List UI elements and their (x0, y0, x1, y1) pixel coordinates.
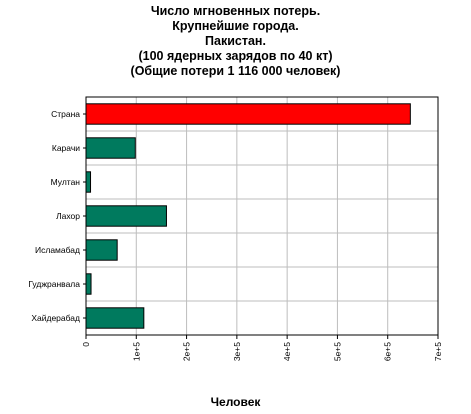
chart-title-line: Пакистан. (205, 34, 266, 48)
x-tick-label: 3e+5 (232, 342, 242, 361)
bar (85, 205, 167, 227)
x-tick-labels: 0 1e+5 2e+5 3e+5 4e+5 5e+5 6e+5 7e+5 (81, 335, 443, 361)
y-tick-label: Хайдерабад (31, 313, 80, 323)
x-axis-label: Человек (210, 395, 261, 409)
y-tick-label: Мултан (51, 177, 81, 187)
y-tick-labels: Страна Карачи Мултан Лахор Исламабад Гуджранв… (28, 109, 86, 323)
bar (85, 137, 136, 159)
y-tick-label: Страна (51, 109, 80, 119)
chart-title-line: Крупнейшие города. (172, 19, 299, 33)
y-tick-label: Карачи (52, 143, 80, 153)
x-tick-label: 5e+5 (332, 342, 342, 361)
chart-title-line: (100 ядерных зарядов по 40 кт) (138, 49, 333, 63)
bar (85, 307, 145, 329)
bars (85, 103, 411, 329)
bar (85, 103, 411, 125)
x-tick-label: 2e+5 (182, 342, 192, 361)
bar (85, 239, 118, 261)
chart-title-line: (Общие потери 1 116 000 человек) (130, 64, 341, 78)
y-tick-label: Гуджранвала (28, 279, 80, 289)
chart-title: Число мгновенных потерь. Крупнейшие горо… (0, 4, 471, 79)
bar (85, 273, 92, 295)
x-tick-label: 4e+5 (282, 342, 292, 361)
bar (85, 171, 92, 193)
chart-title-line: Число мгновенных потерь. (150, 4, 321, 18)
y-tick-label: Лахор (56, 211, 80, 221)
x-tick-label: 7e+5 (433, 342, 443, 361)
y-tick-label: Исламабад (35, 245, 80, 255)
x-tick-label: 1e+5 (131, 342, 141, 361)
x-tick-label: 6e+5 (383, 342, 393, 361)
x-tick-label: 0 (81, 342, 91, 347)
